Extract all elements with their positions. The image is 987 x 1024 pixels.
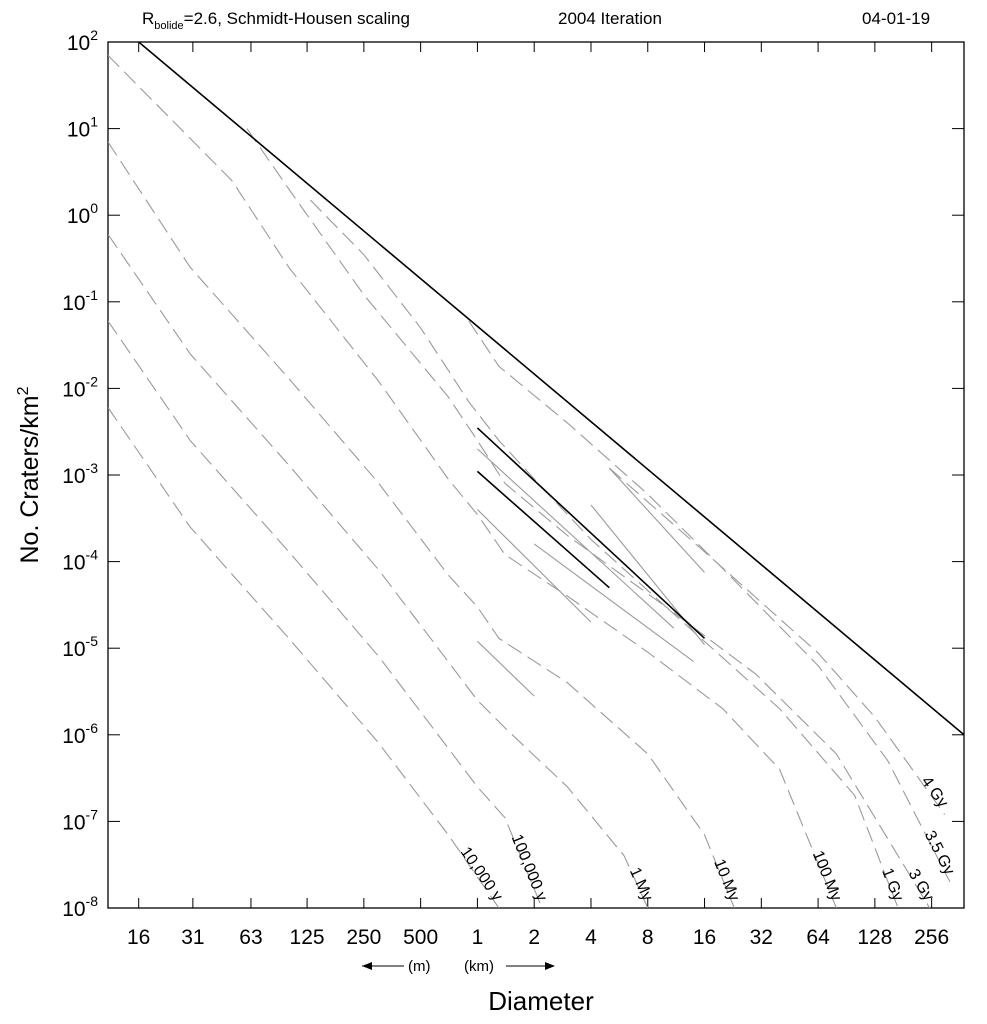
plot-frame <box>107 41 965 909</box>
y-tick-label: 10-6 <box>62 720 98 748</box>
y-tick-label: 10-8 <box>62 893 98 921</box>
x-tick-label: 128 <box>857 926 892 949</box>
x-tick-label: 250 <box>346 926 381 949</box>
isochron-curve <box>468 320 951 883</box>
header-scaling-label: Rbolide=2.6, Schmidt-Housen scaling <box>142 9 410 32</box>
x-axis-label: Diameter <box>488 986 594 1016</box>
isochron-curves <box>108 55 951 908</box>
isochron-label: 100 My <box>809 848 845 903</box>
isochron-curve <box>108 320 543 908</box>
isochron-curve <box>108 141 735 908</box>
y-tick-label: 10-7 <box>62 806 98 834</box>
x-tick-label: 16 <box>693 926 716 949</box>
isochron-curve <box>108 407 500 908</box>
axis-ticks: 16 31 63 125 250 500 1 2 4 8 16 32 64 128 256 102 101 100… <box>62 27 964 949</box>
y-tick-label: 102 <box>67 27 98 55</box>
km-unit-label: (km) <box>464 958 494 975</box>
y-tick-label: 10-5 <box>62 633 98 661</box>
isochron-curve <box>309 199 931 908</box>
short-segment-line <box>533 543 694 663</box>
x-tick-label: 500 <box>403 926 438 949</box>
y-tick-label: 10-3 <box>62 460 98 488</box>
solid-segment-line <box>476 470 610 589</box>
solid-lines <box>138 42 964 736</box>
x-tick-label: 64 <box>806 926 830 949</box>
isochron-label: 100,000 y <box>508 832 550 903</box>
isochron-curve <box>108 55 837 908</box>
short-segment-line <box>590 504 705 645</box>
isochron-label: 4 Gy <box>918 774 951 811</box>
left-arrowhead-icon <box>362 962 372 970</box>
isochron-label: 1 My <box>626 865 656 904</box>
x-tick-label: 125 <box>290 926 325 949</box>
x-tick-label: 1 <box>472 926 484 949</box>
x-tick-label: 2 <box>528 926 540 949</box>
saturation-line <box>138 42 964 736</box>
y-tick-label: 10-4 <box>62 547 98 575</box>
isochron-label: 3.5 Gy <box>921 828 958 878</box>
y-tick-label: 101 <box>67 114 98 142</box>
isochron-curve <box>608 467 946 815</box>
isochron-curve <box>108 234 649 908</box>
x-tick-label: 256 <box>914 926 949 949</box>
short-segment-line <box>477 640 535 697</box>
isochron-label: 10,000 y <box>457 844 506 904</box>
short-segment-line <box>477 509 592 623</box>
header-iteration-label: 2004 Iteration <box>558 9 662 28</box>
isochron-label: 1 Gy <box>878 866 906 904</box>
y-axis-label: No. Craters/km2 <box>15 386 44 563</box>
y-tick-label: 10-2 <box>62 373 98 401</box>
x-tick-label: 32 <box>750 926 773 949</box>
x-tick-label: 63 <box>239 926 262 949</box>
right-arrowhead-icon <box>545 962 555 970</box>
isochron-curve <box>246 128 899 908</box>
x-tick-label: 16 <box>127 926 150 949</box>
y-tick-label: 10-1 <box>62 287 98 315</box>
isochron-label: 10 My <box>710 857 742 904</box>
short-segment-line <box>608 467 705 573</box>
unit-indicator: (m) (km) <box>362 958 555 975</box>
meters-unit-label: (m) <box>408 958 431 975</box>
x-tick-label: 31 <box>181 926 204 949</box>
header-date-label: 04-01-19 <box>862 9 930 28</box>
solid-segment-line <box>476 427 706 639</box>
short-segment-line <box>477 448 675 629</box>
x-tick-label: 4 <box>585 926 597 949</box>
x-tick-label: 8 <box>642 926 654 949</box>
y-tick-label: 100 <box>67 200 98 228</box>
